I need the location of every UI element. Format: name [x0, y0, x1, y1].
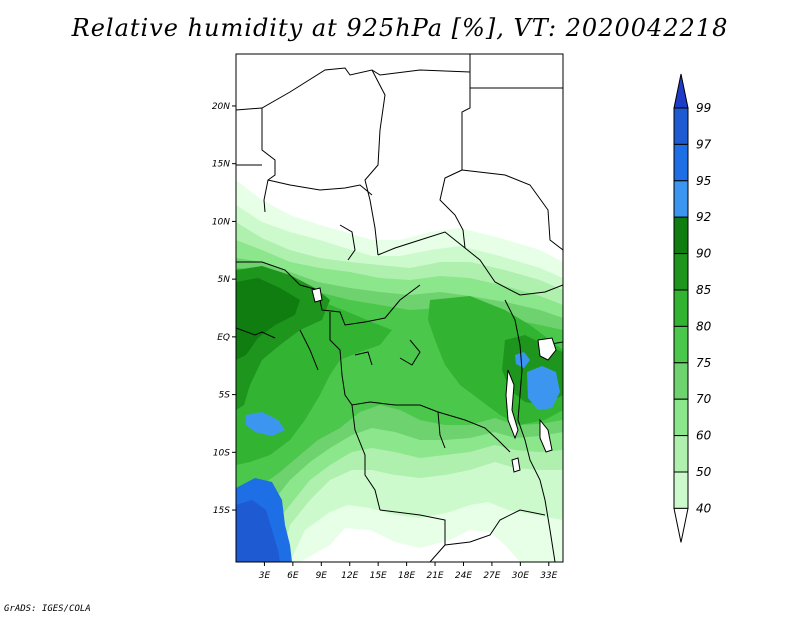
colorbar-segment — [673, 362, 689, 400]
lat-tick-label: 20N — [212, 102, 230, 112]
colorbar-under-arrow — [673, 507, 689, 543]
colorbar-segment — [673, 253, 689, 291]
lon-tick-label: 24E — [455, 571, 472, 581]
lon-tick-label: 12E — [341, 571, 358, 581]
lakes — [311, 287, 557, 473]
colorbar-segment — [673, 107, 689, 145]
lat-tick-label: 10N — [212, 217, 230, 227]
lat-tick-label: 10S — [213, 448, 230, 458]
lon-tick-label: 6E — [287, 571, 299, 581]
lon-tick-label: 18E — [398, 571, 415, 581]
lat-tick-label: 15N — [212, 160, 230, 170]
lon-tick-label: 33E — [540, 571, 557, 581]
colorbar-label: 50 — [696, 465, 712, 479]
lat-tick-label: 5N — [218, 275, 231, 285]
lat-tick-label: 5S — [219, 391, 231, 401]
rh-zone-97-west — [246, 412, 285, 436]
colorbar-segment — [673, 398, 689, 437]
rh-zone-99-coast — [236, 500, 280, 562]
colorbar-label: 75 — [696, 356, 711, 370]
colorbar-segment — [673, 143, 689, 182]
colorbar-segment — [673, 325, 689, 364]
lon-tick-label: 9E — [316, 571, 328, 581]
longitude-axis: 3E 6E 9E 12E 15E 18E 21E 24E 27E 30E 33E — [259, 562, 558, 581]
colorbar-label: 40 — [696, 501, 712, 515]
humidity-field — [236, 54, 563, 562]
lon-tick-label: 30E — [512, 571, 529, 581]
map-frame — [235, 53, 564, 563]
colorbar-segment — [673, 435, 689, 473]
colorbar-label: 95 — [696, 174, 711, 188]
colorbar-label: 80 — [696, 319, 712, 333]
colorbar-label: 85 — [696, 283, 711, 297]
colorbar-segment — [673, 180, 689, 218]
rh-zone-97-small — [515, 352, 530, 368]
latitude-axis: 20N 15N 10N 5N EQ 5S 10S 15S — [212, 102, 236, 516]
lat-tick-label: EQ — [217, 333, 230, 343]
lon-tick-label: 21E — [426, 571, 443, 581]
colorbar-segment — [673, 471, 689, 509]
rh-zone-97-lake — [527, 366, 560, 410]
lon-tick-label: 3E — [259, 571, 271, 581]
colorbar-label: 99 — [696, 101, 711, 115]
rh-zone-92 — [236, 278, 300, 360]
colorbar-segment — [673, 289, 689, 327]
colorbar-label: 92 — [696, 210, 711, 224]
grads-credit: GrADS: IGES/COLA — [4, 604, 91, 614]
country-borders — [236, 54, 563, 562]
colorbar-label: 70 — [696, 392, 712, 406]
colorbar-label: 97 — [696, 137, 712, 151]
lon-tick-label: 27E — [483, 571, 500, 581]
colorbar-label: 90 — [696, 247, 712, 261]
map-title: Relative humidity at 925hPa [%], VT: 202… — [71, 14, 729, 42]
colorbar-over-arrow — [673, 73, 689, 109]
colorbar-segment — [673, 216, 689, 255]
colorbar-label: 60 — [696, 429, 712, 443]
lat-tick-label: 15S — [213, 506, 230, 516]
colorbar: 99 97 95 92 90 85 80 75 70 60 50 40 — [673, 73, 712, 543]
lon-tick-label: 15E — [370, 571, 387, 581]
